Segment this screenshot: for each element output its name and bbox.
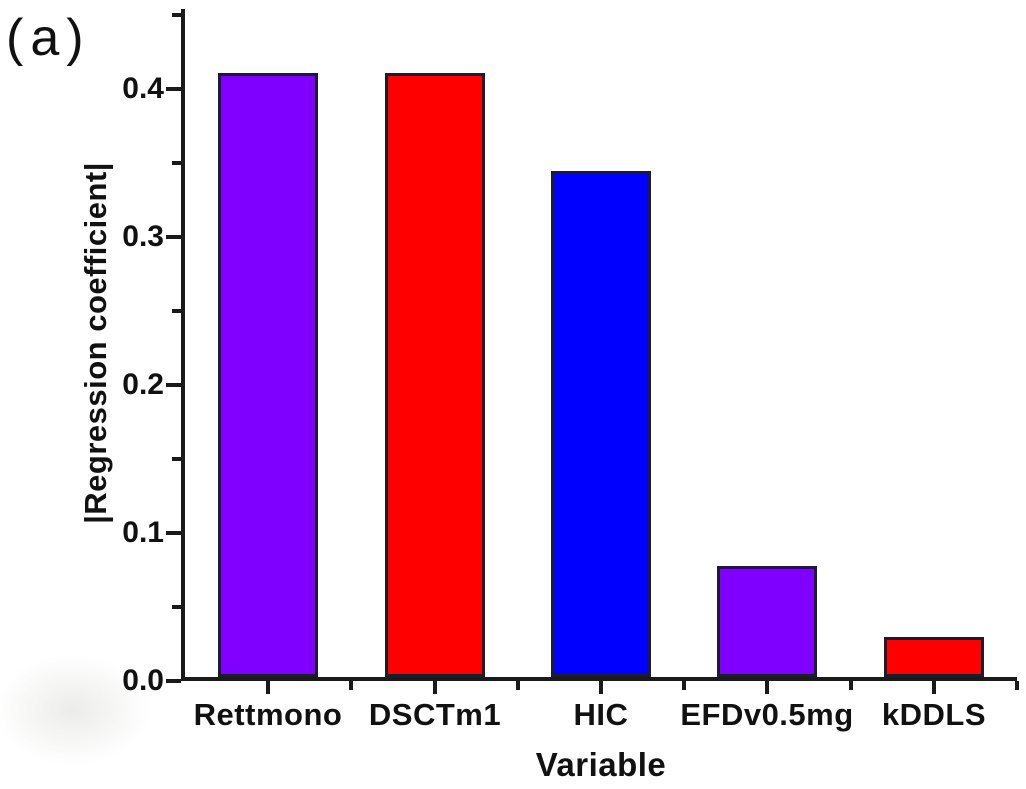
y-minor-tick <box>172 309 181 313</box>
y-major-tick <box>166 383 181 387</box>
bar-DSCTm1 <box>385 73 485 677</box>
y-major-tick <box>166 87 181 91</box>
x-category-label-EFDv0.5mg: EFDv0.5mg <box>680 697 854 732</box>
x-major-tick <box>599 681 603 694</box>
x-minor-tick <box>1015 681 1019 690</box>
y-minor-tick <box>172 605 181 609</box>
y-axis-title: |Regression coefficient| <box>78 162 113 524</box>
bar-Rettmono <box>218 73 318 677</box>
y-minor-tick <box>172 13 181 17</box>
x-minor-tick <box>682 681 686 690</box>
y-tick-label: 0.4 <box>122 72 164 105</box>
y-major-tick <box>166 531 181 535</box>
faint-scan-artifact <box>0 650 158 770</box>
x-major-tick <box>266 681 270 694</box>
y-tick-label: 0.2 <box>122 368 164 401</box>
panel-label: (a) <box>6 9 91 67</box>
y-minor-tick <box>172 161 181 165</box>
y-minor-tick <box>172 457 181 461</box>
y-tick-label: 0.0 <box>122 664 164 697</box>
x-major-tick <box>765 681 769 694</box>
x-major-tick <box>932 681 936 694</box>
x-minor-tick <box>849 681 853 690</box>
bar-kDDLS <box>884 637 984 677</box>
y-tick-label: 0.3 <box>122 220 164 253</box>
y-major-tick <box>166 679 181 683</box>
x-category-label-HIC: HIC <box>573 697 629 732</box>
y-major-tick <box>166 235 181 239</box>
x-category-label-Rettmono: Rettmono <box>193 697 343 732</box>
x-axis-title: Variable <box>535 746 667 783</box>
x-major-tick <box>433 681 437 694</box>
x-category-label-DSCTm1: DSCTm1 <box>368 697 502 732</box>
bar-HIC <box>551 171 651 677</box>
y-tick-label: 0.1 <box>122 516 164 549</box>
x-minor-tick <box>349 681 353 690</box>
bar-EFDv0.5mg <box>717 566 817 677</box>
x-category-label-kDDLS: kDDLS <box>881 697 987 732</box>
x-minor-tick <box>516 681 520 690</box>
plot-area <box>181 9 1017 681</box>
